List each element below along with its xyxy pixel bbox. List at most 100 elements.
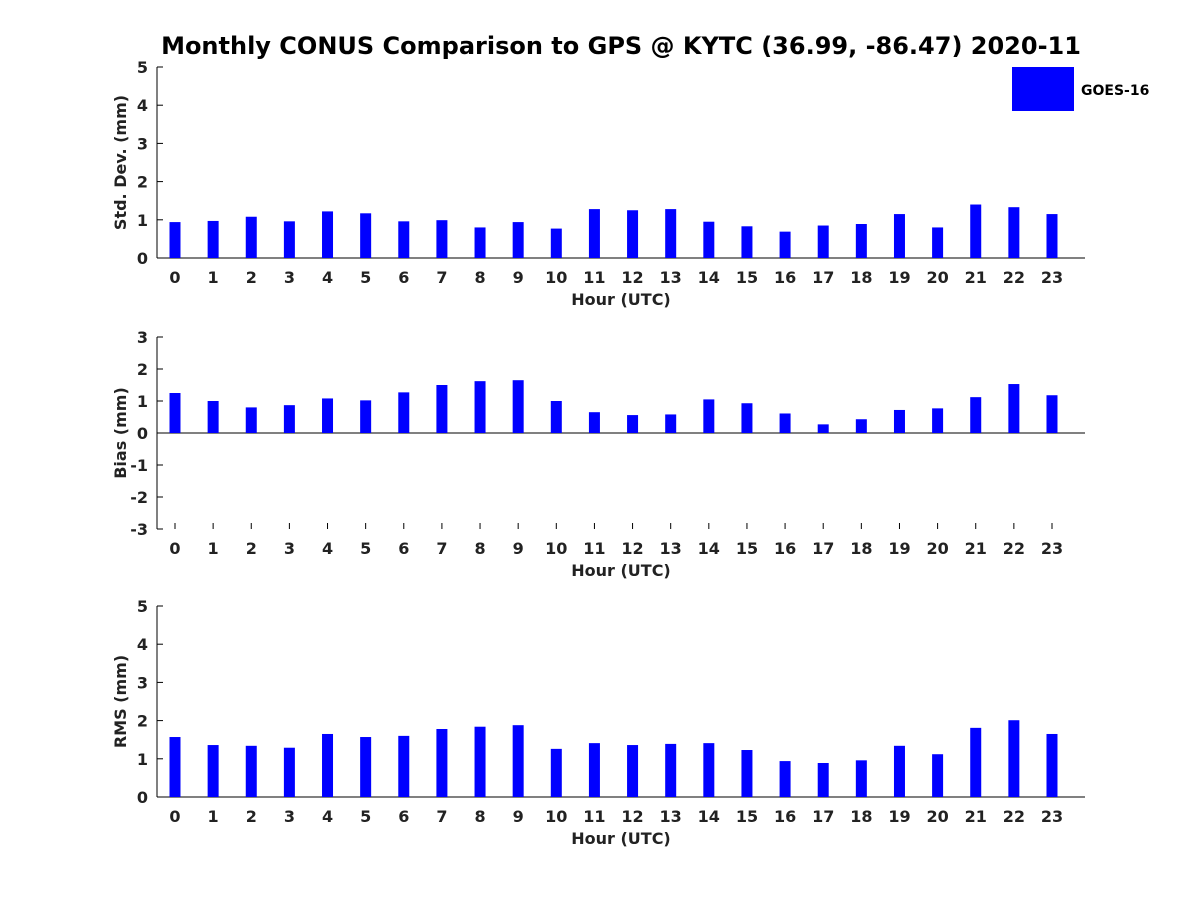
bar-hour-2 — [245, 216, 257, 258]
x-tick-label: 11 — [583, 268, 605, 287]
x-tick-label: 20 — [926, 539, 948, 558]
bar-hour-19 — [893, 214, 905, 258]
x-tick-label: 8 — [474, 539, 485, 558]
y-tick-label: 0 — [137, 424, 148, 443]
bar-hour-3 — [283, 221, 295, 258]
x-tick-label: 4 — [322, 807, 333, 826]
x-tick-label: 15 — [736, 539, 758, 558]
x-tick-label: 23 — [1041, 539, 1063, 558]
bar-hour-13 — [665, 743, 677, 797]
x-tick-label: 9 — [513, 539, 524, 558]
x-tick-label: 19 — [888, 539, 910, 558]
bar-hour-6 — [398, 221, 410, 258]
x-tick-label: 2 — [246, 807, 257, 826]
x-tick-label: 22 — [1003, 539, 1025, 558]
x-tick-label: 6 — [398, 539, 409, 558]
x-tick-label: 9 — [513, 807, 524, 826]
x-tick-label: 4 — [322, 268, 333, 287]
x-tick-label: 9 — [513, 268, 524, 287]
bar-hour-9 — [512, 725, 524, 797]
bar-hour-20 — [932, 754, 944, 797]
bar-hour-6 — [398, 735, 410, 797]
bar-hour-7 — [436, 220, 448, 258]
bar-hour-19 — [893, 745, 905, 797]
x-tick-label: 6 — [398, 268, 409, 287]
x-tick-label: 2 — [246, 268, 257, 287]
bar-hour-12 — [627, 415, 639, 433]
y-tick-label: 1 — [137, 750, 148, 769]
bar-hour-20 — [932, 408, 944, 433]
x-tick-label: 14 — [698, 539, 720, 558]
x-tick-label: 17 — [812, 807, 834, 826]
y-tick-label: 3 — [137, 134, 148, 153]
bar-hour-3 — [283, 405, 295, 433]
bar-hour-16 — [779, 231, 791, 258]
bar-hour-11 — [588, 743, 600, 797]
bar-hour-14 — [703, 221, 715, 258]
bar-hour-16 — [779, 761, 791, 797]
x-tick-label: 0 — [169, 539, 180, 558]
bar-hour-1 — [207, 401, 219, 433]
bar-hour-21 — [970, 727, 982, 797]
y-axis-title: Std. Dev. (mm) — [111, 95, 130, 230]
x-tick-label: 23 — [1041, 268, 1063, 287]
bar-hour-20 — [932, 227, 944, 258]
bar-hour-11 — [588, 209, 600, 258]
bar-hour-17 — [817, 424, 829, 433]
x-tick-label: 11 — [583, 539, 605, 558]
bar-hour-18 — [855, 419, 867, 433]
y-tick-label: -3 — [130, 520, 148, 539]
bar-hour-9 — [512, 222, 524, 258]
y-tick-label: 1 — [137, 211, 148, 230]
bar-hour-15 — [741, 750, 753, 797]
x-tick-label: 10 — [545, 807, 567, 826]
bar-hour-0 — [169, 737, 181, 797]
x-tick-label: 21 — [965, 539, 987, 558]
x-tick-label: 15 — [736, 268, 758, 287]
x-tick-label: 16 — [774, 539, 796, 558]
x-tick-label: 22 — [1003, 268, 1025, 287]
bar-hour-7 — [436, 385, 448, 433]
x-tick-label: 21 — [965, 807, 987, 826]
x-tick-label: 17 — [812, 268, 834, 287]
y-tick-label: 0 — [137, 249, 148, 268]
legend: GOES-16 — [1012, 67, 1149, 111]
y-tick-label: 2 — [137, 173, 148, 192]
x-tick-label: 6 — [398, 807, 409, 826]
bar-hour-1 — [207, 745, 219, 797]
bar-hour-22 — [1008, 384, 1020, 433]
bar-hour-10 — [550, 228, 562, 258]
x-tick-label: 2 — [246, 539, 257, 558]
x-axis-title: Hour (UTC) — [571, 829, 671, 848]
legend-swatch — [1012, 67, 1074, 111]
x-tick-label: 18 — [850, 539, 872, 558]
bar-hour-12 — [627, 745, 639, 797]
x-tick-label: 5 — [360, 539, 371, 558]
bar-hour-15 — [741, 226, 753, 258]
x-tick-label: 17 — [812, 539, 834, 558]
x-tick-label: 10 — [545, 539, 567, 558]
x-tick-label: 3 — [284, 807, 295, 826]
bar-hour-16 — [779, 413, 791, 433]
bar-hour-4 — [322, 211, 334, 258]
x-tick-label: 12 — [621, 807, 643, 826]
x-tick-label: 14 — [698, 807, 720, 826]
bar-hour-22 — [1008, 207, 1020, 258]
x-tick-label: 1 — [208, 539, 219, 558]
bar-hour-23 — [1046, 214, 1058, 258]
bar-hour-5 — [360, 400, 372, 433]
y-tick-label: 5 — [137, 58, 148, 77]
x-tick-label: 4 — [322, 539, 333, 558]
bar-hour-15 — [741, 403, 753, 433]
x-tick-label: 0 — [169, 268, 180, 287]
y-tick-label: 3 — [137, 328, 148, 347]
x-tick-label: 21 — [965, 268, 987, 287]
bar-hour-11 — [588, 412, 600, 433]
bar-hour-23 — [1046, 395, 1058, 433]
y-tick-label: -2 — [130, 488, 148, 507]
x-tick-label: 19 — [888, 268, 910, 287]
bar-hour-22 — [1008, 720, 1020, 797]
